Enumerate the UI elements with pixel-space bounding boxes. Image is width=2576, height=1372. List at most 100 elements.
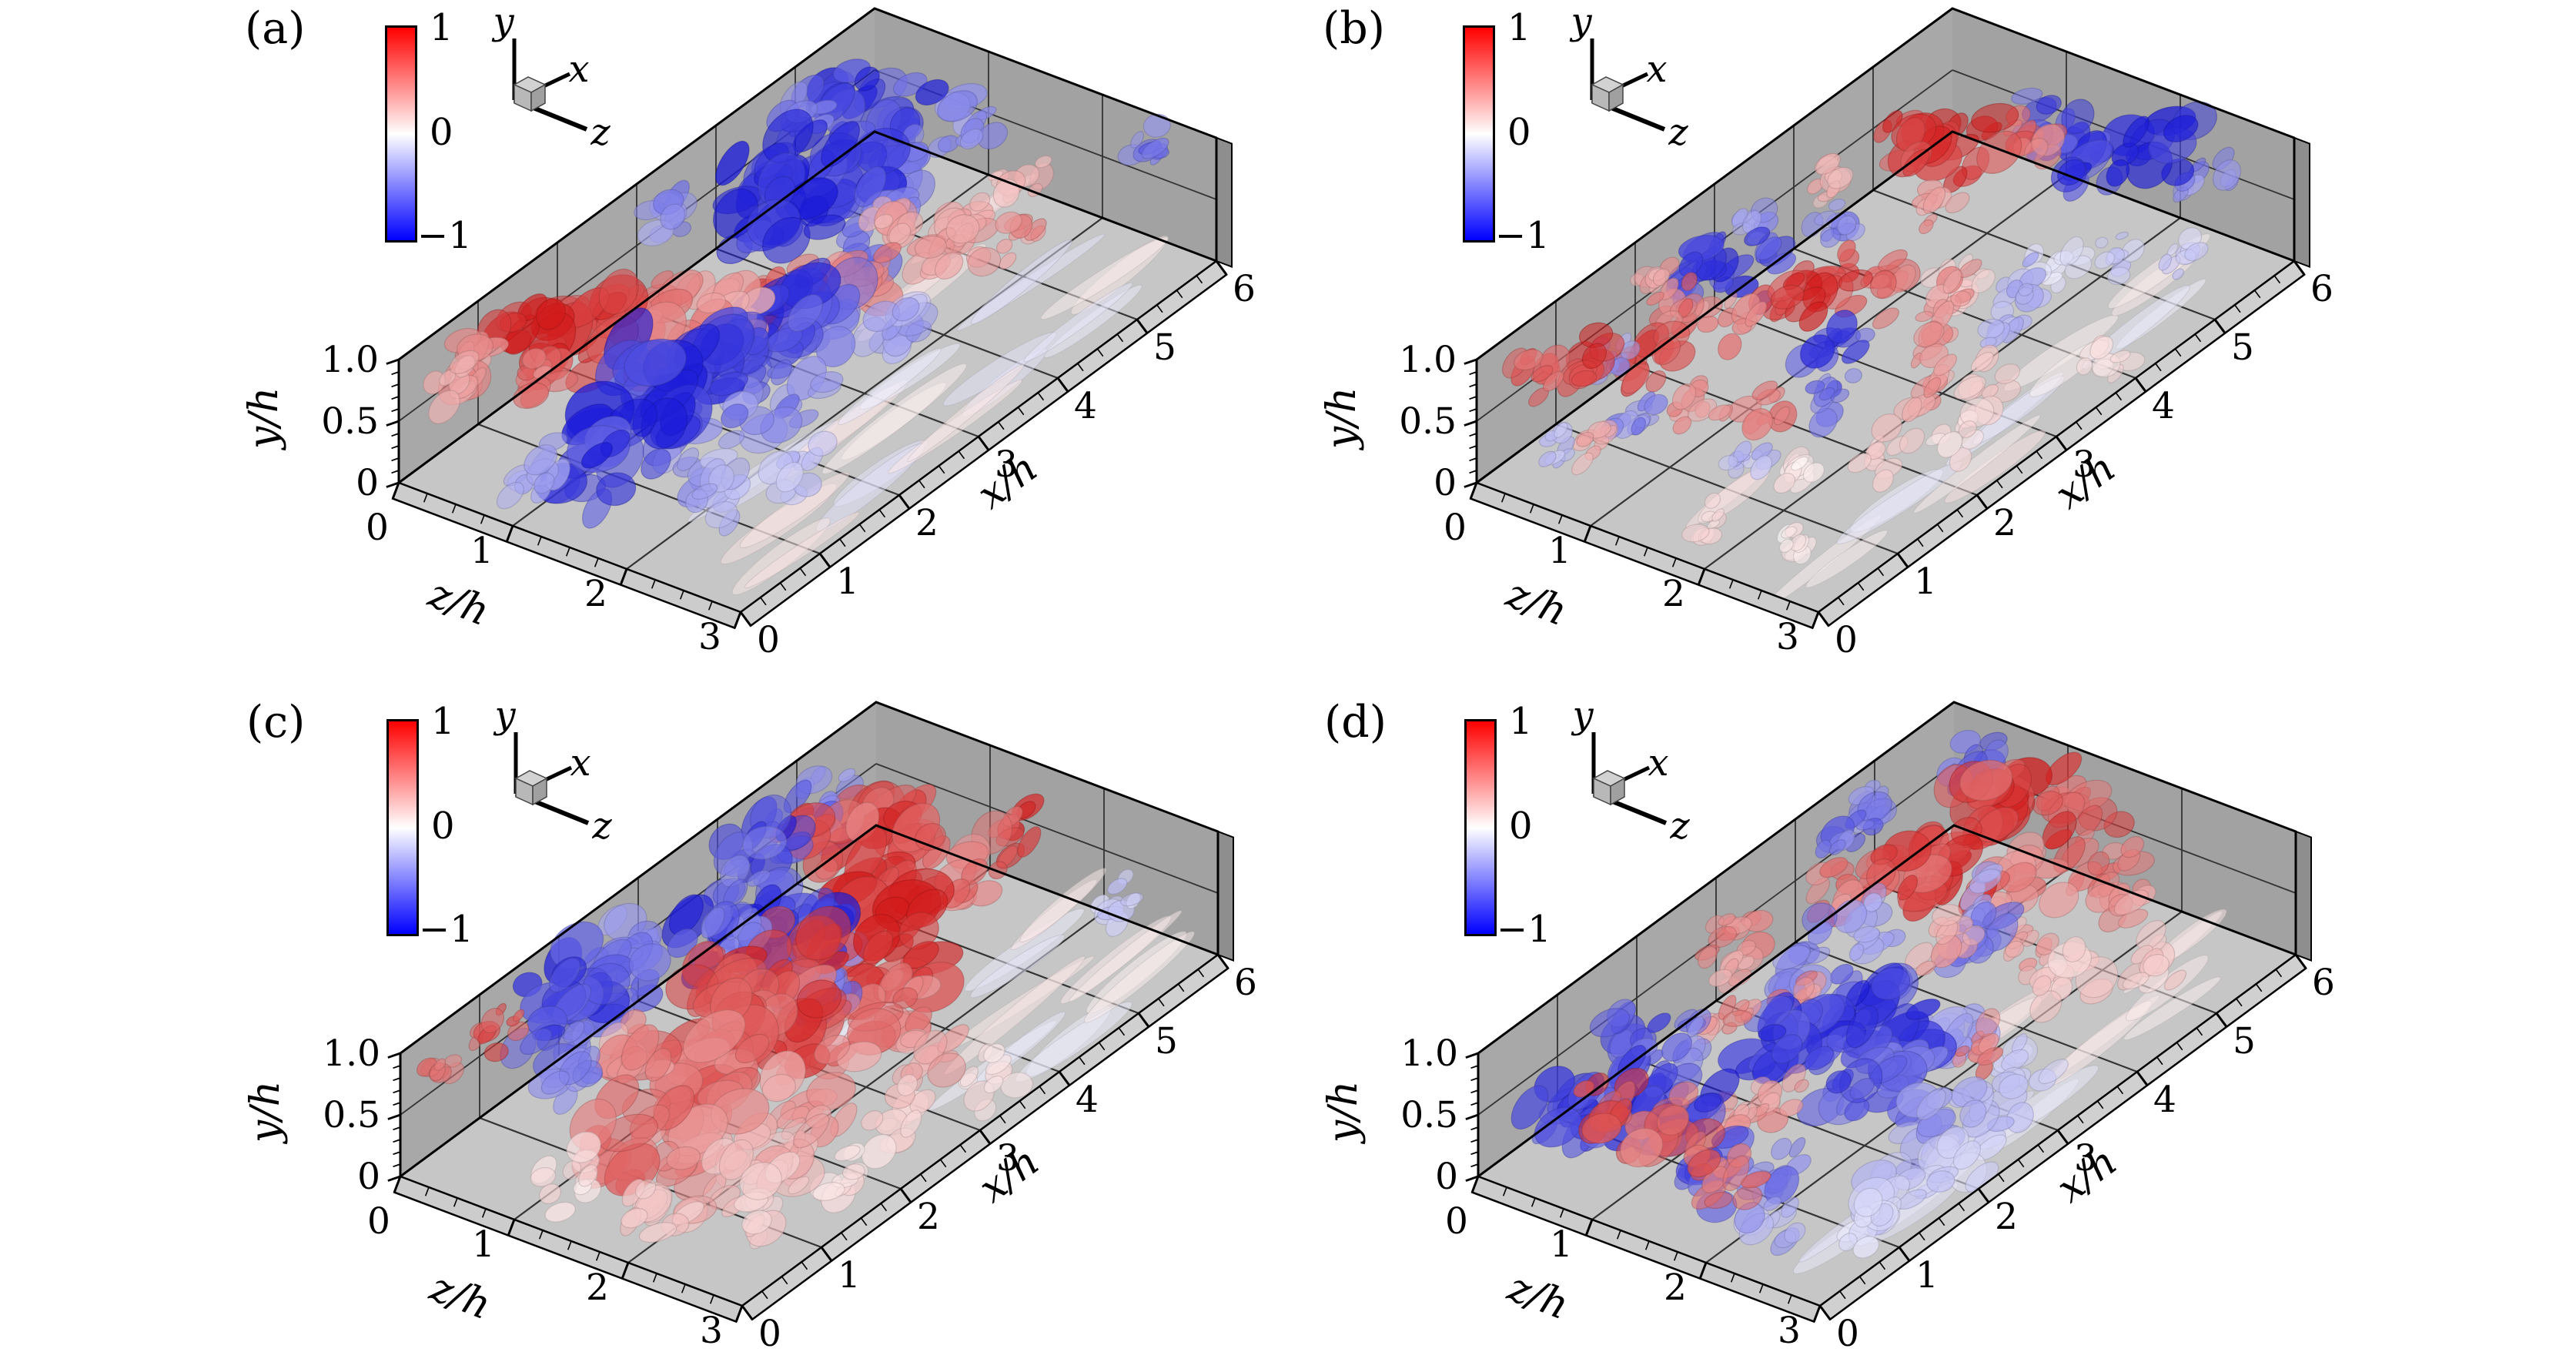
svg-text:3: 3 [698, 616, 721, 658]
svg-text:0: 0 [357, 1156, 380, 1198]
colorbar-tick-top: 1 [1507, 6, 1531, 49]
svg-text:5: 5 [1153, 326, 1176, 369]
isosurface-structures [1501, 87, 2242, 565]
triad-x-label: x [568, 48, 589, 91]
triad-x-axis-line [1620, 765, 1651, 783]
triad-x-axis-line [540, 72, 571, 89]
svg-text:0: 0 [1444, 507, 1467, 549]
svg-text:1: 1 [1548, 530, 1571, 572]
panel-b: 0 0.5 1.0 y/h 0 1 2 3 z/h 0 1 2 3 4 5 6 x/h (b) 1 0 −1 y… [1078, 0, 2366, 678]
box-edges [1475, 7, 2296, 484]
axis-ticks [387, 954, 1229, 1323]
svg-text:1: 1 [1914, 561, 1937, 603]
svg-text:0: 0 [1445, 1200, 1468, 1243]
svg-text:y/h: y/h [241, 387, 287, 450]
colorbar-tick-bottom: −1 [1495, 214, 1550, 257]
panel-label: (d) [1324, 697, 1387, 748]
triad-cube-icon [1592, 770, 1626, 806]
svg-text:1: 1 [838, 1254, 861, 1297]
isosurface-structures [423, 59, 1171, 537]
panel-d: 0 0.5 1.0 y/h 0 1 2 3 z/h 0 1 2 3 4 5 6 x/h (d) 1 0 −1 y… [1079, 694, 2367, 1372]
svg-text:2: 2 [1664, 1267, 1687, 1309]
svg-text:0.5: 0.5 [1399, 400, 1457, 443]
triad-x-label: x [570, 741, 590, 785]
triad-y-label: y [491, 0, 514, 43]
svg-text:6: 6 [2310, 268, 2333, 310]
svg-text:0.5: 0.5 [323, 1094, 380, 1136]
colorbar-tick-mid: 0 [431, 805, 455, 848]
svg-text:y/h: y/h [1320, 1081, 1367, 1144]
triad-x-label: x [1646, 48, 1667, 91]
svg-text:z/h: z/h [422, 571, 496, 635]
triad-cube-icon [514, 770, 548, 806]
axis-ticks [1465, 954, 2307, 1323]
svg-text:6: 6 [2312, 962, 2335, 1004]
svg-text:1.0: 1.0 [1400, 1032, 1458, 1075]
colorbar-tick-bottom: −1 [419, 908, 473, 951]
panel-label: (a) [245, 3, 306, 54]
axes-triad: y x z [491, 0, 611, 154]
svg-text:6: 6 [1233, 268, 1256, 310]
axes-triad: y x z [1571, 694, 1690, 848]
svg-text:2: 2 [586, 1267, 609, 1309]
svg-text:4: 4 [2152, 385, 2175, 427]
colorbar-tick-bottom: −1 [417, 214, 472, 257]
svg-text:6: 6 [1234, 962, 1257, 1004]
colorbar [1464, 719, 1497, 936]
svg-text:0: 0 [757, 619, 780, 661]
triad-x-axis-line [1618, 72, 1649, 89]
colorbar-tick-top: 1 [431, 700, 455, 743]
svg-text:y/h: y/h [243, 1081, 289, 1144]
svg-text:5: 5 [2233, 1020, 2256, 1062]
svg-text:1.0: 1.0 [323, 1032, 380, 1075]
colorbar [385, 25, 417, 243]
svg-text:4: 4 [1074, 385, 1097, 427]
svg-text:0: 0 [367, 1200, 390, 1243]
axis-ticks [1464, 260, 2306, 629]
panel-c: 0 0.5 1.0 y/h 0 1 2 3 z/h 0 1 2 3 4 5 6 x/h (c) 1 0 −1 y… [2, 694, 1290, 1372]
colorbar-tick-mid: 0 [1507, 111, 1531, 154]
colorbar [1463, 25, 1495, 243]
svg-text:1: 1 [836, 561, 859, 603]
floor-streaks [804, 868, 1195, 1111]
axes-triad: y x z [1569, 0, 1688, 154]
svg-text:z/h: z/h [1500, 571, 1574, 635]
isosurface-structures [1510, 729, 2187, 1259]
svg-text:5: 5 [2231, 326, 2254, 369]
svg-text:2: 2 [1995, 1196, 2018, 1238]
triad-z-label: z [1668, 111, 1688, 154]
svg-text:3: 3 [996, 1137, 1019, 1180]
svg-text:4: 4 [2153, 1079, 2176, 1121]
svg-text:5: 5 [1155, 1020, 1178, 1062]
svg-text:3: 3 [1776, 616, 1799, 658]
svg-text:2: 2 [1993, 502, 2016, 544]
triad-y-label: y [1569, 0, 1592, 43]
colorbar-tick-mid: 0 [1509, 805, 1533, 848]
box-edges [397, 7, 1218, 484]
svg-text:3: 3 [700, 1310, 723, 1352]
triad-y-label: y [493, 694, 516, 737]
panel-label: (b) [1323, 3, 1385, 54]
colorbar-tick-top: 1 [1509, 700, 1533, 743]
colorbar-tick-bottom: −1 [1497, 908, 1551, 951]
svg-text:2: 2 [915, 502, 938, 544]
triad-x-axis-line [542, 765, 573, 783]
svg-text:2: 2 [584, 573, 607, 615]
axis-ticks [386, 260, 1228, 629]
svg-text:0: 0 [1434, 462, 1457, 504]
svg-text:3: 3 [1778, 1310, 1801, 1352]
box-edges [399, 701, 1219, 1178]
svg-text:0: 0 [1835, 619, 1858, 661]
axes-triad: y x z [493, 694, 612, 848]
triad-y-label: y [1571, 694, 1594, 737]
svg-text:1: 1 [1915, 1254, 1939, 1297]
triad-cube-icon [1591, 76, 1624, 112]
svg-text:0.5: 0.5 [321, 400, 379, 443]
panel-a: 0 0.5 1.0 y/h 0 1 2 3 z/h 0 1 2 3 4 5 6 x/h (a) 1 0 −1 y… [0, 0, 1288, 678]
colorbar-tick-mid: 0 [430, 111, 453, 154]
svg-text:1: 1 [472, 1223, 495, 1266]
triad-z-label: z [1669, 805, 1690, 848]
svg-text:0: 0 [1836, 1313, 1859, 1355]
